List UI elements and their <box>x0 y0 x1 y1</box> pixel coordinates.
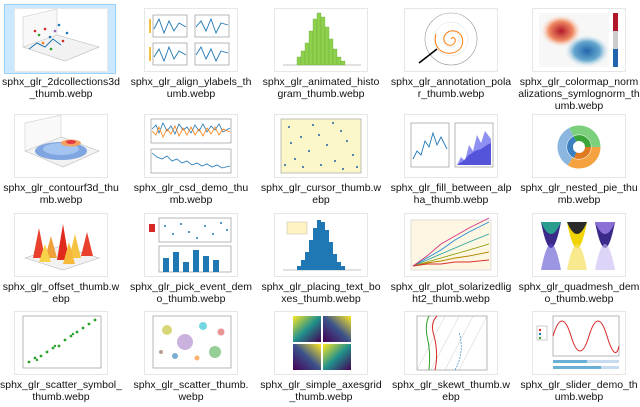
file-item[interactable]: sphx_glr_cursor_thumb.webp <box>260 110 382 210</box>
file-name: sphx_glr_scatter_symbol_thumb.webp <box>0 379 122 403</box>
random-lines-thumbnail <box>405 214 497 276</box>
fill-between-thumbnail <box>405 115 497 177</box>
slider-sine-thumbnail <box>533 312 625 374</box>
skewt-thumbnail <box>405 312 497 374</box>
file-name: sphx_glr_placing_text_boxes_thumb.webp <box>261 281 381 305</box>
file-item[interactable]: sphx_glr_slider_demo_thumb.webp <box>518 307 640 407</box>
file-item[interactable]: sphx_glr_skewt_thumb.webp <box>390 307 512 407</box>
blue-histogram-thumbnail <box>275 214 367 276</box>
file-name: sphx_glr_offset_thumb.webp <box>2 281 120 305</box>
axesgrid-thumbnail <box>275 312 367 374</box>
file-item[interactable]: sphx_glr_offset_thumb.webp <box>0 209 122 309</box>
file-name: sphx_glr_simple_axesgrid_thumb.webp <box>260 379 382 403</box>
subplot-lines-thumbnail <box>145 9 237 71</box>
csd-lines-thumbnail <box>145 115 237 177</box>
file-name: sphx_glr_cursor_thumb.webp <box>260 182 382 206</box>
quadmesh-thumbnail <box>533 214 625 276</box>
3d-bars-thumbnail <box>15 214 107 276</box>
file-item[interactable]: sphx_glr_csd_demo_thumb.webp <box>130 110 252 210</box>
file-name: sphx_glr_quadmesh_demo_thumb.webp <box>518 281 640 305</box>
file-name: sphx_glr_align_ylabels_thumb.webp <box>130 76 252 100</box>
file-item[interactable]: sphx_glr_colormap_normalizations_symlogn… <box>518 4 640 112</box>
colormap-thumbnail <box>533 9 625 71</box>
polar-spiral-thumbnail <box>405 9 497 71</box>
bubble-scatter-thumbnail <box>145 312 237 374</box>
file-name: sphx_glr_colormap_normalizations_symlogn… <box>518 76 640 112</box>
file-name: sphx_glr_animated_histogram_thumb.webp <box>262 76 380 100</box>
file-name: sphx_glr_skewt_thumb.webp <box>392 379 510 403</box>
3d-contour-thumbnail <box>15 115 107 177</box>
file-name: sphx_glr_contourf3d_thumb.webp <box>3 182 119 206</box>
green-histogram-thumbnail <box>275 9 367 71</box>
file-item[interactable]: sphx_glr_pick_event_demo_thumb.webp <box>130 209 252 309</box>
file-item[interactable]: sphx_glr_2dcollections3d_thumb.webp <box>0 4 122 104</box>
file-item[interactable]: sphx_glr_animated_histogram_thumb.webp <box>260 4 382 104</box>
file-name: sphx_glr_2dcollections3d_thumb.webp <box>2 76 120 100</box>
file-name: sphx_glr_annotation_polar_thumb.webp <box>390 76 512 100</box>
file-name: sphx_glr_nested_pie_thumb.webp <box>520 182 638 206</box>
file-item[interactable]: sphx_glr_scatter_symbol_thumb.webp <box>0 307 122 407</box>
file-item[interactable]: sphx_glr_align_ylabels_thumb.webp <box>130 4 252 104</box>
file-item[interactable]: sphx_glr_annotation_polar_thumb.webp <box>390 4 512 104</box>
file-name: sphx_glr_pick_event_demo_thumb.webp <box>130 281 252 305</box>
selection-highlight <box>4 4 116 74</box>
pick-event-thumbnail <box>145 214 237 276</box>
file-item[interactable]: sphx_glr_quadmesh_demo_thumb.webp <box>518 209 640 309</box>
file-item[interactable]: sphx_glr_placing_text_boxes_thumb.webp <box>260 209 382 309</box>
file-item[interactable]: sphx_glr_simple_axesgrid_thumb.webp <box>260 307 382 407</box>
nested-pie-thumbnail <box>533 115 625 177</box>
file-item[interactable]: sphx_glr_plot_solarizedlight2_thumb.webp <box>390 209 512 309</box>
3d-scatter-thumbnail <box>15 9 107 71</box>
file-name: sphx_glr_slider_demo_thumb.webp <box>520 379 638 403</box>
file-name: sphx_glr_plot_solarizedlight2_thumb.webp <box>390 281 512 305</box>
file-item[interactable]: sphx_glr_nested_pie_thumb.webp <box>518 110 640 210</box>
file-item[interactable]: sphx_glr_contourf3d_thumb.webp <box>0 110 122 210</box>
file-name: sphx_glr_fill_between_alpha_thumb.webp <box>390 182 512 206</box>
file-item[interactable]: sphx_glr_fill_between_alpha_thumb.webp <box>390 110 512 210</box>
cursor-scatter-thumbnail <box>275 115 367 177</box>
file-name: sphx_glr_csd_demo_thumb.webp <box>133 182 249 206</box>
file-name: sphx_glr_scatter_thumb.webp <box>133 379 249 403</box>
file-item[interactable]: sphx_glr_scatter_thumb.webp <box>130 307 252 407</box>
clover-scatter-thumbnail <box>15 312 107 374</box>
